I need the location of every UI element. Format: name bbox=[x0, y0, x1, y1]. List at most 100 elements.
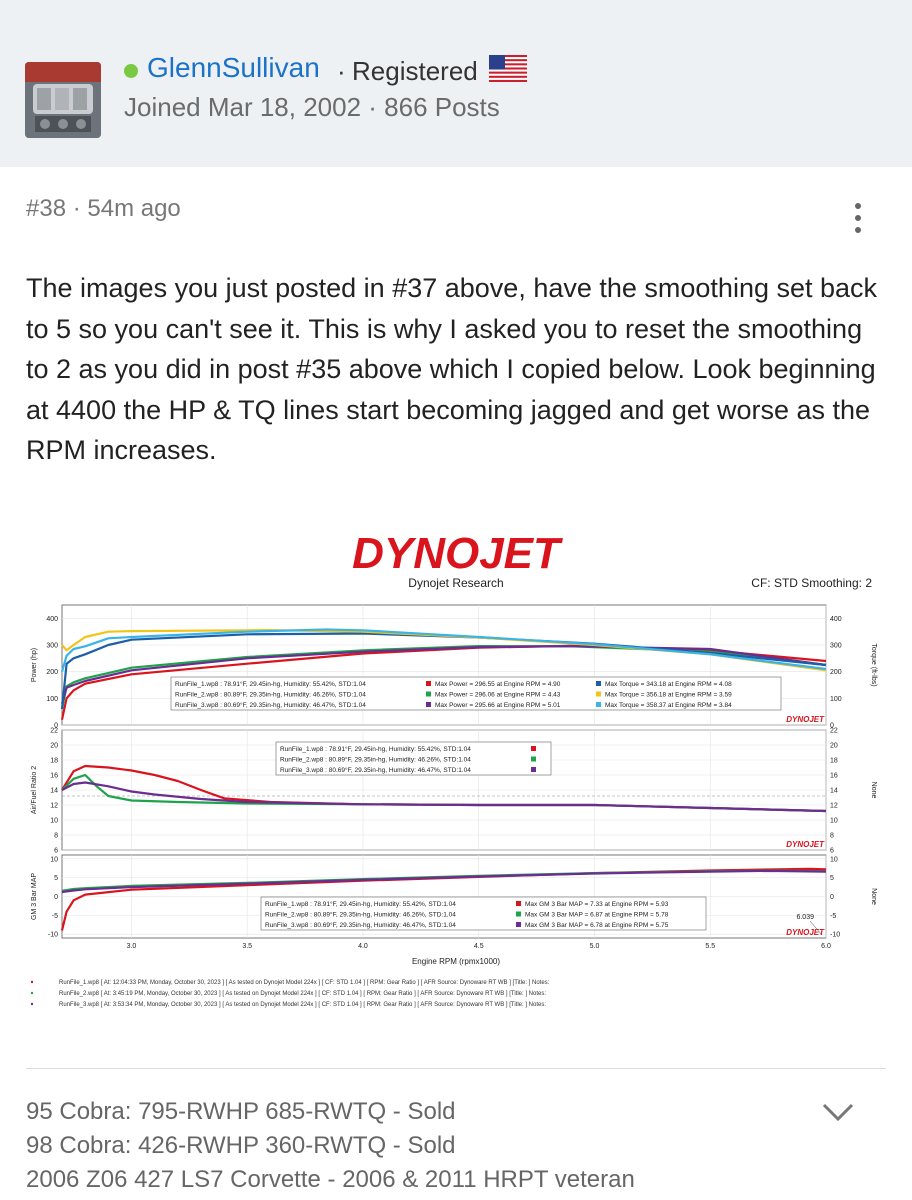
legend-map-2: Max GM 3 Bar MAP = 6.87 at Engine RPM = … bbox=[525, 912, 669, 919]
x-tick-label: 5.5 bbox=[705, 943, 715, 950]
legend-run-3: RunFile_3.wp8 : 80.69°F, 29.35in-hg, Hum… bbox=[280, 766, 471, 774]
chart-panel-1: 0 0 100 100 200 200 300 300 400 400 Power (hp) Torq… bbox=[31, 604, 877, 730]
legend-swatch bbox=[516, 911, 521, 917]
y-tick-label-right: 10 bbox=[830, 818, 838, 825]
legend-run-1: RunFile_1.wp8 : 78.91°F, 29.45in-hg, Hum… bbox=[280, 745, 471, 753]
panel-watermark: DYNOJET bbox=[786, 840, 825, 849]
x-tick-label: 6.0 bbox=[821, 943, 831, 950]
legend-swatch-torque bbox=[596, 702, 601, 707]
y-tick-label: 16 bbox=[50, 773, 58, 780]
x-tick-label: 4.5 bbox=[474, 943, 484, 950]
y-tick-label-right: 100 bbox=[830, 696, 842, 703]
cursor-pointer bbox=[809, 920, 823, 936]
panel-watermark: DYNOJET bbox=[786, 928, 825, 937]
run-info-2: RunFile_2.wp8 [ At: 3:45:19 PM, Monday, … bbox=[59, 991, 546, 997]
y-axis-label-right: None bbox=[870, 782, 877, 799]
post-author-header: GlennSullivan · Registered Joined Mar 18… bbox=[0, 0, 912, 167]
more-options-icon[interactable] bbox=[848, 203, 868, 239]
legend-torque-1: Max Torque = 343.18 at Engine RPM = 4.08 bbox=[605, 681, 732, 688]
y-tick-label: 5 bbox=[54, 875, 58, 882]
legend-map-1: Max GM 3 Bar MAP = 7.33 at Engine RPM = … bbox=[525, 901, 669, 908]
x-tick-label: 5.0 bbox=[590, 943, 600, 950]
signature-line-1: 95 Cobra: 795-RWHP 685-RWTQ - Sold bbox=[26, 1098, 456, 1125]
y-tick-label-right: 20 bbox=[830, 743, 838, 750]
y-tick-label-right: 22 bbox=[830, 728, 838, 735]
y-tick-label-right: 18 bbox=[830, 758, 838, 765]
y-tick-label: 400 bbox=[46, 616, 58, 623]
series-line-3 bbox=[61, 869, 827, 894]
run-marker-3 bbox=[30, 1002, 34, 1006]
legend-power-1: Max Power = 296.55 at Engine RPM = 4.90 bbox=[435, 681, 561, 688]
y-tick-label: 10 bbox=[50, 818, 58, 825]
y-tick-label: 18 bbox=[50, 758, 58, 765]
avatar[interactable] bbox=[25, 62, 101, 138]
y-tick-label-right: 300 bbox=[830, 643, 842, 650]
separator: · bbox=[337, 56, 346, 86]
chart-panel-2: 6 6 8 8 10 10 12 12 14 14 16 16 18 18 20 20 22 22 Air/Fuel… bbox=[31, 728, 877, 855]
y-tick-label: 0 bbox=[54, 723, 58, 730]
legend-swatch-torque bbox=[596, 681, 601, 686]
run-info-3: RunFile_3.wp8 [ At: 3:53:34 PM, Monday, … bbox=[59, 1002, 546, 1008]
legend-swatch bbox=[516, 901, 521, 906]
y-tick-label-right: 0 bbox=[830, 723, 834, 730]
legend-box: RunFile_1.wp8 : 78.91°F, 29.45in-hg, Hum… bbox=[170, 676, 782, 711]
y-axis-label: GM 3 Bar MAP bbox=[31, 873, 38, 920]
legend-frame bbox=[275, 741, 552, 776]
legend-torque-3: Max Torque = 358.37 at Engine RPM = 3.84 bbox=[605, 702, 732, 709]
username-link[interactable]: GlennSullivan bbox=[147, 52, 320, 83]
legend-frame bbox=[260, 896, 707, 931]
y-tick-label-right: 0 bbox=[830, 894, 834, 901]
legend-box: RunFile_1.wp8 : 78.91°F, 29.45in-hg, Hum… bbox=[275, 741, 552, 776]
legend-run-2: RunFile_2.wp8 : 80.89°F, 29.35in-hg, Hum… bbox=[175, 691, 366, 699]
x-axis-label: Engine RPM (rpmx1000) bbox=[412, 957, 500, 966]
post-meta[interactable]: #38 · 54m ago bbox=[26, 195, 181, 222]
y-tick-label-right: 10 bbox=[830, 856, 838, 863]
y-tick-label: -5 bbox=[52, 913, 58, 920]
x-tick-label: 3.5 bbox=[242, 943, 252, 950]
dyno-chart-image[interactable]: DYNOJET Dynojet Research CF: STD Smoothi… bbox=[26, 520, 886, 1025]
legend-swatch bbox=[531, 756, 536, 762]
company-name: Dynojet Research bbox=[408, 576, 503, 590]
y-tick-label: -10 bbox=[48, 932, 58, 939]
y-tick-label-right: 12 bbox=[830, 803, 838, 810]
panel-watermark: DYNOJET bbox=[786, 715, 825, 724]
legend-run-3: RunFile_3.wp8 : 80.69°F, 29.35in-hg, Hum… bbox=[265, 921, 456, 929]
x-tick-label: 3.0 bbox=[127, 943, 137, 950]
legend-swatch bbox=[426, 691, 431, 697]
series-line-3 bbox=[61, 781, 827, 813]
y-axis-label: Power (hp) bbox=[31, 648, 38, 682]
legend-swatch-torque bbox=[596, 691, 601, 697]
legend-run-1: RunFile_1.wp8 : 78.91°F, 29.45in-hg, Hum… bbox=[175, 680, 366, 688]
user-role: Registered bbox=[352, 56, 478, 86]
y-tick-label: 200 bbox=[46, 669, 58, 676]
legend-run-3: RunFile_3.wp8 : 80.69°F, 29.35in-hg, Hum… bbox=[175, 701, 366, 709]
x-tick-label: 4.0 bbox=[358, 943, 368, 950]
cursor-readout: 6.039 bbox=[796, 914, 814, 921]
y-tick-label: 0 bbox=[54, 894, 58, 901]
us-flag-icon bbox=[489, 55, 527, 82]
y-tick-label: 12 bbox=[50, 803, 58, 810]
y-tick-label: 6 bbox=[54, 848, 58, 855]
smoothing-settings: CF: STD Smoothing: 2 bbox=[751, 576, 872, 590]
signature-line-2: 98 Cobra: 426-RWHP 360-RWTQ - Sold bbox=[26, 1132, 456, 1159]
legend-run-2: RunFile_2.wp8 : 80.89°F, 29.35in-hg, Hum… bbox=[280, 756, 471, 764]
y-tick-label: 22 bbox=[50, 728, 58, 735]
online-status-icon bbox=[124, 64, 138, 78]
legend-frame bbox=[170, 676, 782, 711]
y-tick-label: 14 bbox=[50, 788, 58, 795]
y-axis-label: Air/Fuel Ratio 2 bbox=[31, 766, 38, 814]
run-marker-1 bbox=[30, 980, 34, 984]
legend-run-2: RunFile_2.wp8 : 80.89°F, 29.35in-hg, Hum… bbox=[265, 911, 456, 919]
y-tick-label-right: -10 bbox=[830, 932, 840, 939]
y-tick-label: 100 bbox=[46, 696, 58, 703]
y-tick-label-right: 16 bbox=[830, 773, 838, 780]
legend-swatch bbox=[531, 767, 536, 772]
legend-map-3: Max GM 3 Bar MAP = 6.78 at Engine RPM = … bbox=[525, 922, 669, 929]
y-tick-label-right: 6 bbox=[830, 848, 834, 855]
chevron-down-icon[interactable] bbox=[820, 1100, 856, 1124]
chart-panel-3: -10 -10 -5 -5 0 0 5 5 10 10 GM 3 Bar MAP None DYNOJE… bbox=[31, 854, 877, 950]
legend-power-2: Max Power = 296.06 at Engine RPM = 4.43 bbox=[435, 692, 561, 699]
y-axis-label-right: Torque (ft-lbs) bbox=[870, 643, 877, 686]
y-tick-label: 300 bbox=[46, 643, 58, 650]
signature-line-3: 2006 Z06 427 LS7 Corvette - 2006 & 2011 … bbox=[26, 1166, 635, 1193]
